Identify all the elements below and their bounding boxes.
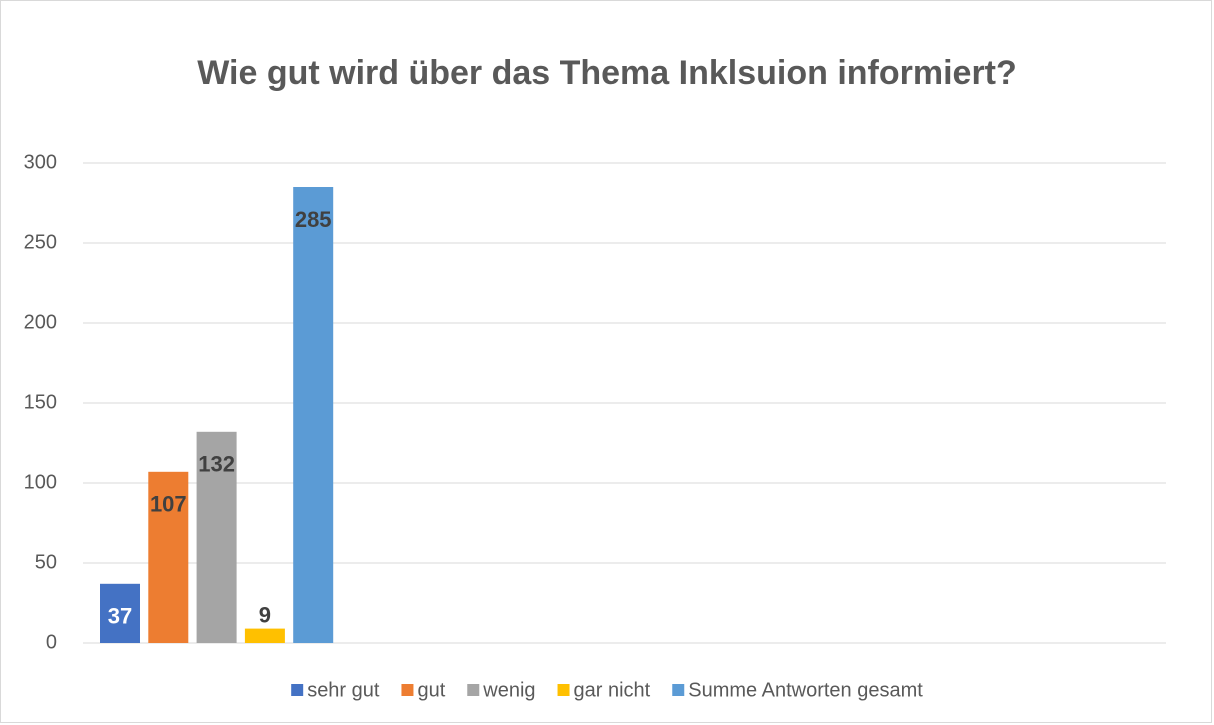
chart-title: Wie gut wird über das Thema Inklsuion in… (197, 54, 1017, 92)
data-label: 107 (150, 492, 187, 517)
legend-label: gut (417, 679, 445, 701)
legend-swatch (401, 684, 414, 696)
legend-swatch (467, 684, 480, 696)
data-label: 132 (198, 452, 235, 477)
legend-label: gar nicht (574, 679, 651, 701)
legend-swatch (672, 684, 685, 696)
bar (100, 583, 140, 643)
y-tick-label: 50 (35, 551, 57, 573)
legend-label: wenig (482, 679, 535, 701)
bar (196, 431, 237, 643)
data-label: 9 (259, 602, 271, 627)
y-tick-label: 250 (24, 231, 57, 253)
bar (293, 187, 334, 643)
y-tick-label: 200 (24, 311, 57, 333)
bar (244, 628, 285, 643)
y-tick-label: 100 (24, 471, 57, 493)
data-label: 37 (108, 604, 132, 629)
legend-label: sehr gut (307, 679, 380, 701)
data-label: 285 (295, 207, 332, 232)
bar (148, 471, 189, 643)
legend-swatch (291, 684, 304, 696)
y-tick-label: 150 (24, 391, 57, 413)
legend-swatch (557, 684, 570, 696)
y-tick-label: 300 (24, 151, 57, 173)
y-tick-label: 0 (46, 631, 57, 653)
legend-label: Summe Antworten gesamt (688, 679, 923, 701)
